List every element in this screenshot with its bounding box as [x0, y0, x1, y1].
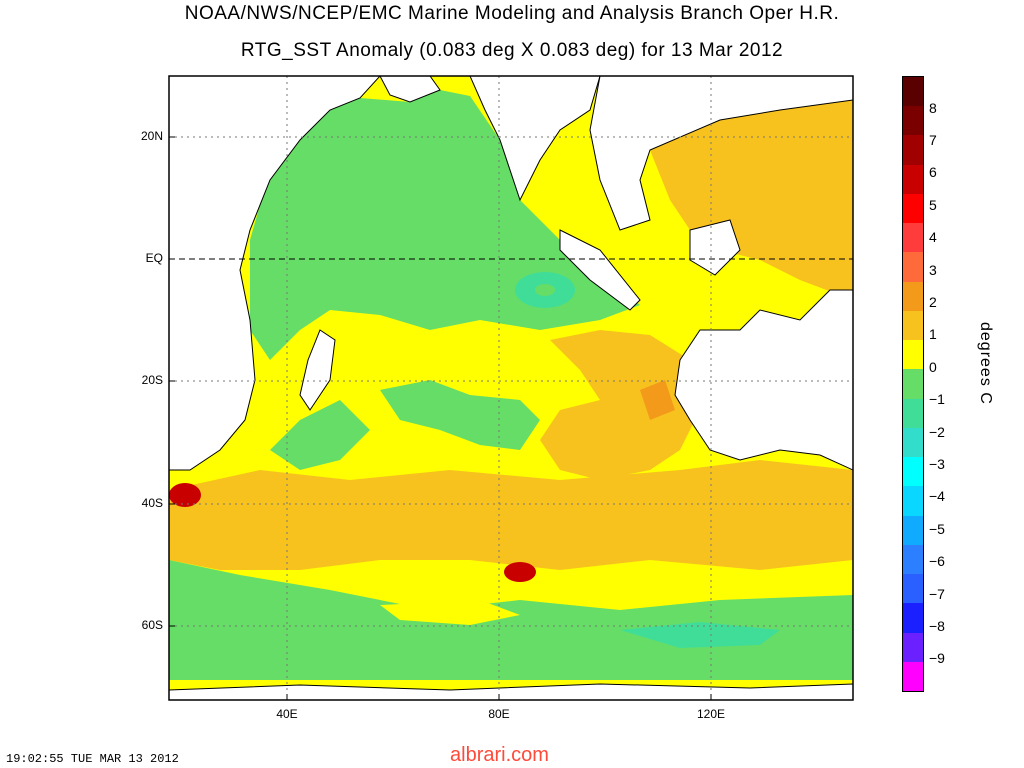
land-sumatra [559, 229, 641, 311]
colorbar-segment [903, 106, 923, 136]
lon-label-40e: 40E [276, 707, 298, 721]
colorbar-tick-label: 6 [929, 164, 937, 181]
axis-ticks [169, 136, 712, 700]
colorbar-segment [903, 515, 923, 546]
anomaly-warm-band [169, 460, 853, 570]
colorbar-tick-label: −2 [929, 423, 945, 440]
land-antarctica [169, 683, 853, 700]
colorbar-tick-label: 1 [929, 326, 937, 343]
colorbar-segment [903, 281, 923, 312]
title-line-2: RTG_SST Anomaly (0.083 deg X 0.083 deg) … [240, 40, 784, 61]
anomaly-green-core [535, 284, 555, 296]
lat-label-60s: 60S [141, 618, 163, 632]
colorbar-tick-label: −9 [929, 650, 945, 667]
colorbar-segment [903, 632, 923, 663]
lat-label-40s: 40S [141, 496, 163, 510]
colorbar-segment [903, 603, 923, 634]
lon-label-80e: 80E [488, 707, 510, 721]
colorbar-segment [903, 544, 923, 575]
anomaly-cyan-southern [620, 622, 780, 648]
land-australia [674, 289, 853, 471]
colorbar-tick-label: 7 [929, 131, 937, 148]
colorbar-segment [903, 340, 923, 370]
anomaly-region-south-green [380, 380, 540, 450]
colorbar-tick-label: −3 [929, 455, 945, 472]
anomaly-warm-central [540, 330, 700, 480]
colorbar-segment [903, 193, 923, 224]
title-line-1: NOAA/NWS/NCEP/EMC Marine Modeling and An… [184, 3, 840, 24]
colorbar-segment [903, 369, 923, 400]
colorbar-segment [903, 252, 923, 283]
anomaly-hot-core [504, 562, 536, 582]
anomaly-green-southern [169, 560, 853, 680]
colorbar-tick-label: 5 [929, 196, 937, 213]
colorbar-segment [903, 223, 923, 253]
colorbar-segment [903, 164, 923, 195]
anomaly-warm-se-asia [650, 100, 853, 300]
watermark: albrari.com [450, 744, 549, 766]
colorbar-segment [903, 574, 923, 604]
map-frame [168, 75, 854, 701]
colorbar-segment [903, 457, 923, 487]
colorbar-tick-label: −7 [929, 585, 945, 602]
anomaly-region-south-green-2 [270, 400, 370, 470]
colorbar-tick-label: 8 [929, 99, 937, 116]
timestamp: 19:02:55 TUE MAR 13 2012 [6, 752, 179, 766]
colorbar-segment [903, 310, 923, 341]
colorbar-segment [903, 135, 923, 166]
anomaly-yellow-southern [380, 600, 520, 625]
lon-label-120e: 120E [696, 707, 726, 721]
colorbar-tick-label: 2 [929, 293, 937, 310]
colorbar-tick-label: −1 [929, 391, 945, 408]
anomaly-hot-west [169, 483, 201, 507]
land-arabia [379, 76, 441, 103]
colorbar-segment [903, 77, 923, 107]
colorbar-unit-label: degrees C [977, 322, 994, 405]
lat-label-20s: 20S [141, 373, 163, 387]
colorbar-tick-label: 3 [929, 261, 937, 278]
anomaly-hot-spot [640, 380, 675, 420]
colorbar [902, 76, 924, 692]
colorbar-tick-label: 4 [929, 229, 937, 246]
colorbar-tick-label: 0 [929, 358, 937, 375]
colorbar-tick-label: −5 [929, 520, 945, 537]
colorbar-tick-label: −8 [929, 617, 945, 634]
land-se-asia [589, 76, 853, 231]
lat-label-eq: EQ [145, 251, 163, 265]
land-africa [169, 76, 381, 471]
colorbar-tick-label: −4 [929, 488, 945, 505]
colorbar-tick-label: −6 [929, 553, 945, 570]
colorbar-segment [903, 427, 923, 458]
colorbar-segment [903, 486, 923, 517]
land-madagascar [299, 329, 336, 411]
lat-label-20n: 20N [140, 129, 163, 143]
land-india [469, 76, 601, 202]
colorbar-segment [903, 398, 923, 429]
colorbar-segment [903, 661, 923, 692]
lat-lon-grid [169, 76, 853, 700]
land-borneo [689, 219, 741, 276]
